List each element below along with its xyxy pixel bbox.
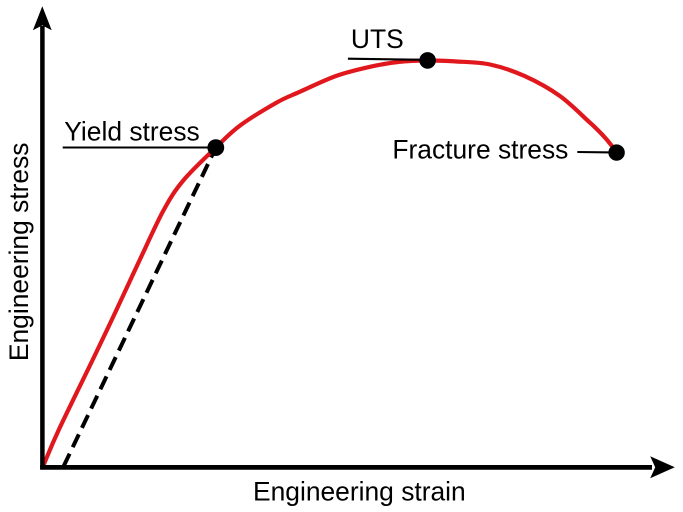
svg-text:Fracture stress: Fracture stress: [392, 134, 568, 164]
svg-text:Yield stress: Yield stress: [64, 117, 199, 147]
svg-text:Engineering stress: Engineering stress: [4, 143, 34, 362]
svg-text:Engineering strain: Engineering strain: [253, 477, 466, 507]
svg-text:UTS: UTS: [351, 24, 404, 54]
